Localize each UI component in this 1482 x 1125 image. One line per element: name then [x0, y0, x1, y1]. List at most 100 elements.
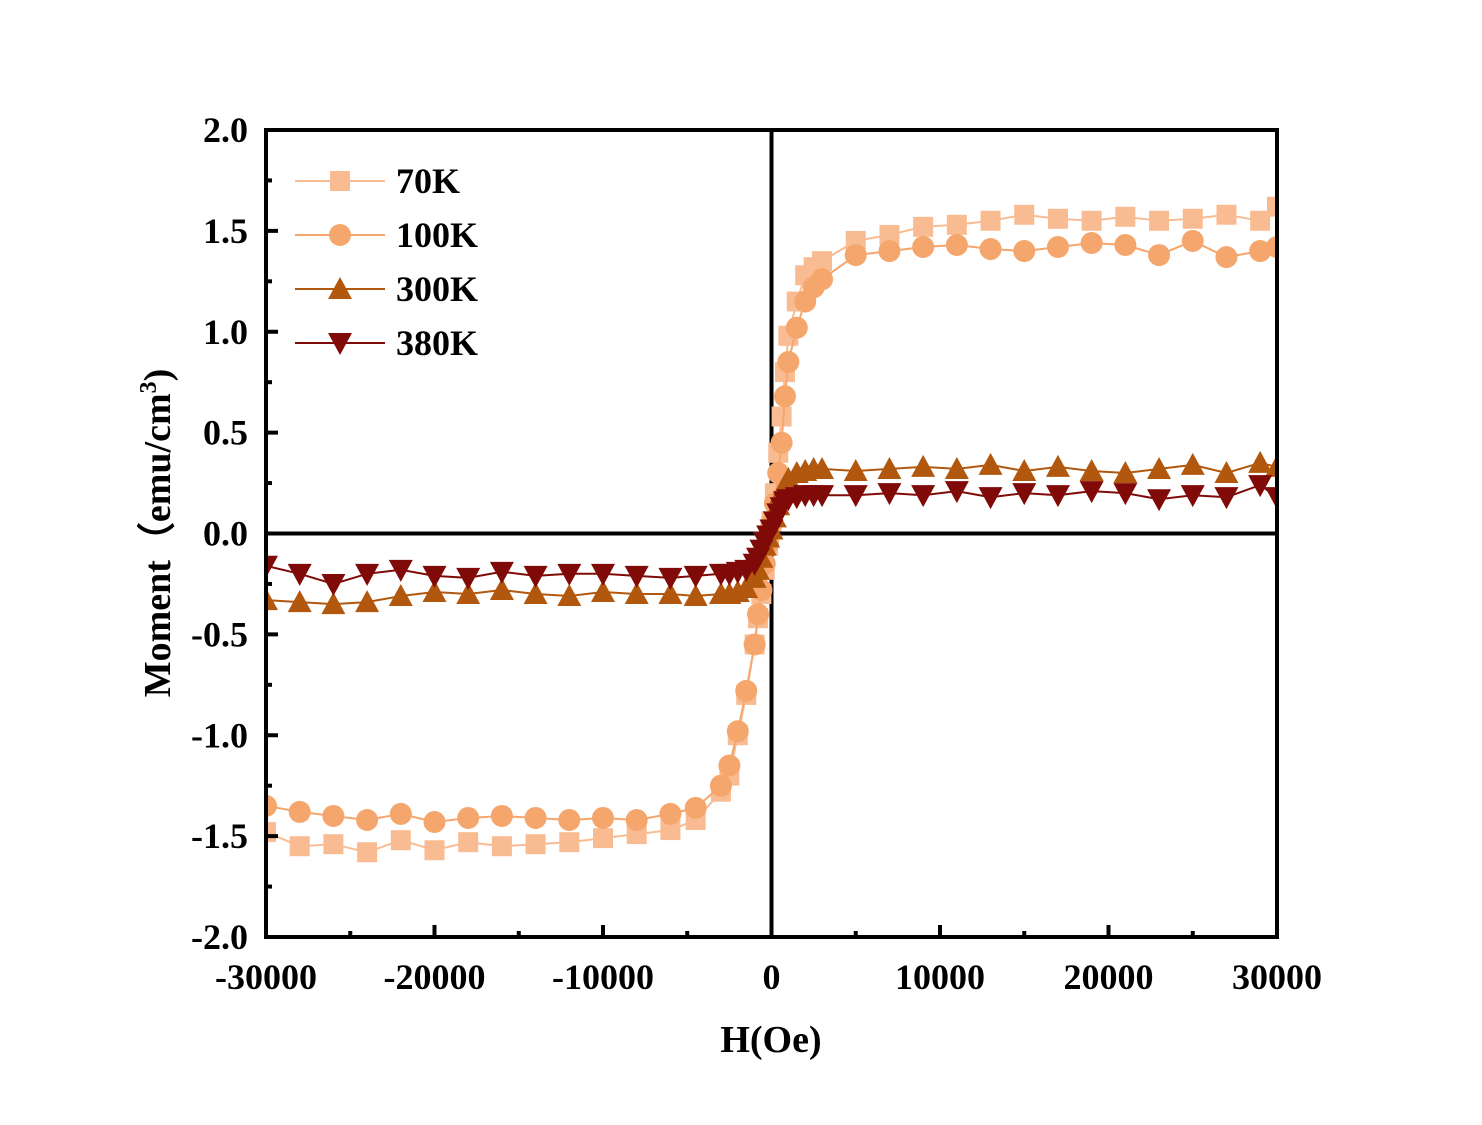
- data-point-380K: [978, 487, 1003, 510]
- y-axis-title-close: ): [137, 369, 179, 382]
- y-tick-label: -1.0: [191, 715, 248, 755]
- y-tick-label: -2.0: [191, 917, 248, 957]
- data-point-380K: [489, 561, 514, 584]
- data-point-380K: [877, 483, 902, 506]
- data-point-100K: [659, 802, 682, 825]
- data-point-300K: [944, 456, 969, 479]
- data-point-100K: [979, 238, 1002, 261]
- data-point-100K: [878, 240, 901, 263]
- data-point-100K: [811, 268, 834, 291]
- x-tick-label: 30000: [1232, 957, 1322, 997]
- data-point-70K: [390, 830, 411, 851]
- series-380K: [266, 475, 1277, 596]
- data-point-380K: [523, 565, 548, 588]
- data-point-100K: [423, 811, 446, 834]
- data-point-380K: [1113, 483, 1138, 506]
- legend: 70K 100K 300K 380K: [295, 161, 478, 363]
- data-point-70K: [771, 406, 792, 427]
- legend-label-380K: 380K: [396, 323, 478, 363]
- data-point-100K: [743, 633, 766, 656]
- data-point-100K: [684, 796, 707, 819]
- data-point-380K: [683, 565, 708, 588]
- data-point-300K: [1265, 454, 1277, 477]
- data-point-100K: [356, 808, 379, 831]
- data-point-300K: [1079, 458, 1104, 481]
- data-point-380K: [658, 567, 683, 590]
- data-point-100K: [524, 806, 547, 829]
- data-point-70K: [424, 840, 445, 861]
- data-point-300K: [591, 580, 615, 603]
- data-point-70K: [1014, 204, 1035, 225]
- data-point-100K: [592, 806, 614, 829]
- data-point-100K: [322, 804, 345, 827]
- data-point-300K: [1147, 456, 1172, 479]
- data-point-100K: [288, 800, 311, 823]
- data-point-100K: [389, 802, 412, 825]
- x-tick-label: -20000: [384, 957, 486, 997]
- data-point-100K: [1114, 233, 1137, 256]
- data-point-70K: [1081, 210, 1102, 231]
- data-point-70K: [1250, 210, 1271, 231]
- data-point-380K: [591, 563, 615, 586]
- data-point-70K: [1182, 208, 1203, 229]
- data-point-70K: [1267, 196, 1277, 217]
- data-point-300K: [1113, 460, 1138, 483]
- data-point-300K: [1012, 458, 1037, 481]
- legend-item-100K: 100K: [295, 215, 478, 255]
- data-point-300K: [321, 592, 346, 615]
- data-point-380K: [266, 555, 278, 578]
- data-point-100K: [1249, 240, 1272, 263]
- data-point-100K: [1046, 236, 1069, 259]
- data-point-100K: [709, 774, 732, 797]
- data-point-70K: [559, 832, 580, 853]
- y-axis-title-superscript: 3: [136, 381, 162, 393]
- data-point-100K: [770, 431, 793, 454]
- data-point-300K: [287, 590, 312, 613]
- data-point-100K: [726, 720, 749, 743]
- data-point-380K: [422, 565, 447, 588]
- legend-label-100K: 100K: [396, 215, 478, 255]
- data-point-100K: [457, 806, 480, 829]
- data-point-70K: [980, 210, 1001, 231]
- data-point-380K: [456, 567, 481, 590]
- data-point-100K: [1181, 229, 1204, 252]
- data-point-300K: [266, 588, 278, 611]
- y-tick-label: -1.5: [191, 816, 248, 856]
- data-point-380K: [1265, 487, 1277, 510]
- data-point-300K: [624, 582, 649, 605]
- data-point-70K: [946, 214, 967, 235]
- data-point-100K: [625, 808, 648, 831]
- x-tick-label: -30000: [215, 957, 317, 997]
- legend-swatch-marker: [329, 224, 351, 246]
- data-point-380K: [810, 485, 835, 508]
- data-point-100K: [777, 351, 800, 374]
- data-point-380K: [1079, 481, 1104, 504]
- data-point-100K: [945, 233, 968, 256]
- legend-swatch-marker: [328, 333, 352, 355]
- legend-label-70K: 70K: [396, 161, 460, 201]
- data-point-300K: [1248, 450, 1273, 473]
- data-point-100K: [1148, 244, 1171, 267]
- data-point-100K: [912, 236, 935, 259]
- data-point-380K: [321, 573, 346, 596]
- data-point-70K: [525, 834, 546, 855]
- legend-item-70K: 70K: [295, 161, 460, 201]
- data-point-100K: [718, 754, 741, 777]
- data-point-300K: [978, 452, 1003, 475]
- y-axis-title: Moment（emu/cm3): [136, 369, 179, 698]
- legend-swatch-marker: [330, 171, 350, 191]
- data-point-100K: [735, 679, 758, 702]
- data-point-380K: [1147, 489, 1172, 512]
- y-axis-title-main: Moment（emu/cm: [137, 393, 179, 697]
- y-tick-label: -0.5: [191, 614, 248, 654]
- legend-swatch-marker: [328, 277, 352, 299]
- data-point-100K: [1266, 236, 1277, 259]
- data-point-70K: [1047, 208, 1068, 229]
- data-point-300K: [1045, 454, 1070, 477]
- data-point-70K: [812, 251, 833, 272]
- data-point-300K: [810, 456, 835, 479]
- data-point-300K: [843, 458, 868, 481]
- data-point-70K: [458, 832, 479, 853]
- data-point-70K: [593, 828, 613, 849]
- data-point-300K: [489, 577, 514, 600]
